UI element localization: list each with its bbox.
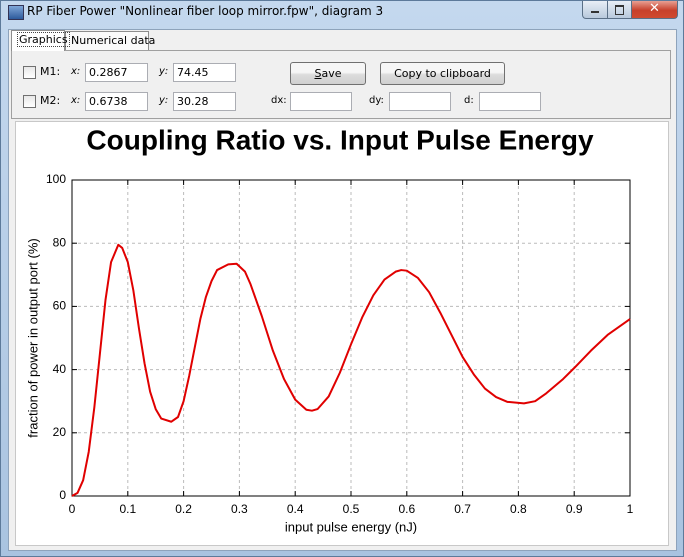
y-input[interactable]: 30.28 (173, 92, 236, 111)
x-tick-label: 0.8 (510, 502, 527, 516)
y-tick-label: 60 (53, 299, 67, 313)
dy-label: dy: (369, 95, 384, 106)
button-label: Save (314, 67, 342, 80)
checkbox-m1[interactable] (23, 66, 36, 79)
x-tick-label: 0.7 (454, 502, 471, 516)
x-tick-label: 0.5 (343, 502, 360, 516)
tab-numerical[interactable]: Numerical data (65, 31, 155, 50)
chart-title: Coupling Ratio vs. Input Pulse Energy (86, 124, 594, 155)
x-tick-label: 0.6 (398, 502, 415, 516)
x-input[interactable]: 0.6738 (85, 92, 148, 111)
tab-label: Graphics (17, 32, 70, 47)
button-label: Copy to clipboard (394, 67, 491, 80)
x-tick-label: 0.2 (175, 502, 192, 516)
data-line (71, 243, 631, 497)
copy-button[interactable]: Copy to clipboard (380, 62, 505, 85)
checkbox-m2[interactable] (23, 95, 36, 108)
y-tick-label: 100 (46, 172, 66, 186)
d-label: d: (464, 95, 474, 106)
minimize-button[interactable] (582, 1, 608, 19)
x-tick-label: 0.4 (287, 502, 304, 516)
d-input[interactable] (479, 92, 541, 111)
x-tick-label: 0.3 (231, 502, 248, 516)
x-input[interactable]: 0.2867 (85, 63, 148, 82)
y-tick-label: 20 (53, 425, 67, 439)
close-button[interactable]: ✕ (631, 1, 678, 19)
chart: Coupling Ratio vs. Input Pulse Energy in… (15, 121, 669, 546)
y-tick-label: 40 (53, 362, 67, 376)
plot-frame (71, 179, 631, 497)
maximize-button[interactable] (607, 1, 632, 19)
y-axis-label: fraction of power in output port (%) (25, 238, 40, 437)
y-label: y: (159, 66, 169, 77)
y-tick-label: 80 (53, 235, 67, 249)
y-label: y: (159, 95, 169, 106)
marker-label: M1: (40, 65, 61, 78)
y-input[interactable]: 74.45 (173, 63, 236, 82)
tab-graphics[interactable]: Graphics (11, 30, 70, 51)
dx-input[interactable] (290, 92, 352, 111)
y-tick-label: 0 (59, 488, 66, 502)
x-label: x: (71, 66, 81, 77)
x-tick-label: 1 (627, 502, 634, 516)
save-button[interactable]: Save (290, 62, 366, 85)
dy-input[interactable] (389, 92, 451, 111)
x-label: x: (71, 95, 81, 106)
x-tick-label: 0.9 (566, 502, 583, 516)
window-title: RP Fiber Power "Nonlinear fiber loop mir… (27, 4, 384, 18)
app-icon (8, 5, 24, 20)
dx-label: dx: (271, 95, 287, 106)
x-axis-label: input pulse energy (nJ) (285, 519, 417, 534)
tab-label: Numerical data (71, 34, 156, 47)
marker-label: M2: (40, 94, 61, 107)
x-tick-label: 0.1 (119, 502, 136, 516)
x-tick-label: 0 (69, 502, 76, 516)
